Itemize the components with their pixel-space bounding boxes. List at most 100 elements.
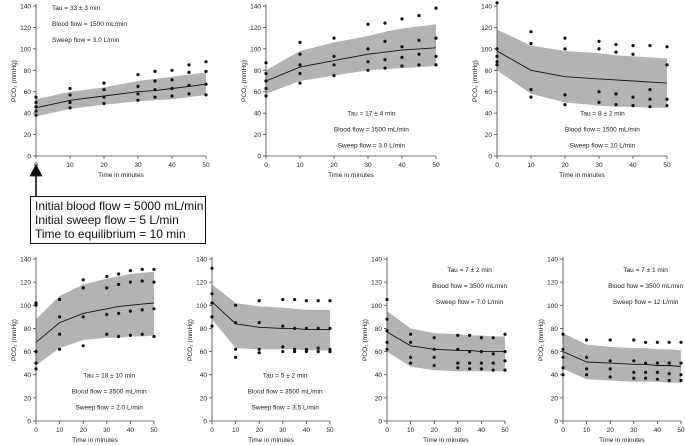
y-tick-label: 40 xyxy=(485,111,493,118)
annotation-sweep-flow: Sweep flow = 3.0 L/min xyxy=(338,143,406,150)
data-point xyxy=(281,297,285,302)
data-point xyxy=(105,286,109,290)
data-point xyxy=(281,350,285,354)
y-tick-label: 80 xyxy=(551,326,559,333)
data-point xyxy=(409,340,413,344)
x-tick-label: 10 xyxy=(407,427,415,434)
data-point xyxy=(304,347,308,351)
annotation-blood-flow: Blood flow = 1500 mL/min xyxy=(52,21,127,28)
annotation-tau: Tau = 33 ± 3 min xyxy=(52,5,101,12)
data-point xyxy=(136,98,140,102)
x-axis-title: Time in minutes xyxy=(328,172,374,179)
data-point xyxy=(140,308,144,312)
data-point xyxy=(140,332,144,336)
data-point xyxy=(366,68,370,72)
y-tick-label: 100 xyxy=(20,303,31,310)
data-point xyxy=(417,52,421,56)
data-point xyxy=(152,280,156,284)
y-tick-label: 120 xyxy=(481,25,492,32)
median-line xyxy=(562,351,682,368)
data-point xyxy=(34,100,38,104)
data-point xyxy=(632,338,636,342)
data-point xyxy=(68,100,72,104)
data-point xyxy=(298,63,302,67)
data-point xyxy=(298,81,302,85)
x-tick-label: 50 xyxy=(326,427,334,434)
y-tick-label: 60 xyxy=(551,349,559,356)
data-point xyxy=(34,95,38,99)
data-point xyxy=(102,95,106,99)
data-point xyxy=(366,47,370,51)
x-tick-label: 0 xyxy=(561,427,565,434)
y-tick-label: 20 xyxy=(200,395,208,402)
x-tick-label: 10 xyxy=(232,427,240,434)
data-point xyxy=(608,375,612,379)
panel-7: 0 20 40 60 80 100 120 140 0 10 20 30 40 50 Time in min… xyxy=(538,257,685,445)
panel-6: 0 20 40 60 80 100 120 140 0 10 20 30 40 50 Time in min… xyxy=(362,257,509,445)
x-tick-label: 20 xyxy=(431,427,439,434)
data-point xyxy=(152,267,156,271)
x-tick-label: 40 xyxy=(478,427,486,434)
data-point xyxy=(655,370,660,374)
data-point xyxy=(631,44,635,48)
data-point xyxy=(153,88,157,92)
data-point xyxy=(468,333,472,337)
y-tick-label: 40 xyxy=(24,372,32,379)
data-point xyxy=(529,88,533,92)
data-point xyxy=(105,312,109,317)
y-tick-label: 80 xyxy=(200,326,208,333)
data-point xyxy=(385,329,389,333)
data-point xyxy=(503,332,507,336)
data-point xyxy=(34,109,38,113)
data-point xyxy=(468,361,472,365)
y-tick-label: 120 xyxy=(547,280,558,287)
x-tick-label: 40 xyxy=(629,162,637,169)
data-point xyxy=(128,333,132,337)
data-point xyxy=(366,60,370,64)
x-tick-label: 40 xyxy=(398,162,406,169)
y-tick-label: 60 xyxy=(200,349,208,356)
annotation-sweep-flow: Sweep flow = 3.0 L/min xyxy=(52,37,120,44)
data-point xyxy=(644,376,648,380)
annotation-blood-flow: Blood flow = 3500 mL/min xyxy=(72,388,147,395)
data-point xyxy=(631,95,635,99)
data-point xyxy=(456,347,460,351)
data-point xyxy=(128,280,132,284)
data-point xyxy=(495,60,499,64)
y-tick-label: 0 xyxy=(257,154,261,161)
x-tick-label: 0 xyxy=(34,162,38,169)
data-point xyxy=(400,17,404,21)
data-point xyxy=(264,71,268,76)
x-axis-title: Time in minutes xyxy=(423,437,469,444)
data-point xyxy=(81,286,85,290)
data-point xyxy=(316,350,320,354)
data-point xyxy=(58,347,62,351)
data-point xyxy=(385,297,389,302)
y-tick-label: 100 xyxy=(250,46,261,53)
y-tick-label: 140 xyxy=(547,257,558,264)
x-tick-label: 20 xyxy=(256,427,264,434)
data-point xyxy=(153,95,157,99)
data-point xyxy=(81,278,85,282)
y-tick-label: 20 xyxy=(375,395,383,402)
data-point xyxy=(383,58,387,62)
y-tick-label: 120 xyxy=(20,25,31,32)
median-line xyxy=(211,301,330,331)
data-point xyxy=(210,301,214,305)
data-point xyxy=(665,45,669,49)
annotation-tau: Tau = 17 ± 4 min xyxy=(347,111,396,118)
data-point xyxy=(417,63,421,67)
x-axis-title: Time in minutes xyxy=(98,172,144,179)
x-tick-label: 40 xyxy=(168,162,176,169)
y-tick-label: 80 xyxy=(254,68,262,75)
data-point xyxy=(434,6,438,10)
x-tick-label: 0 xyxy=(495,162,499,169)
data-point xyxy=(614,92,618,96)
data-point xyxy=(293,350,297,354)
data-point xyxy=(409,332,413,336)
y-tick-label: 120 xyxy=(196,280,207,287)
data-point xyxy=(136,73,140,77)
data-point xyxy=(597,90,601,94)
data-point xyxy=(409,355,413,359)
x-tick-label: 30 xyxy=(134,162,142,169)
